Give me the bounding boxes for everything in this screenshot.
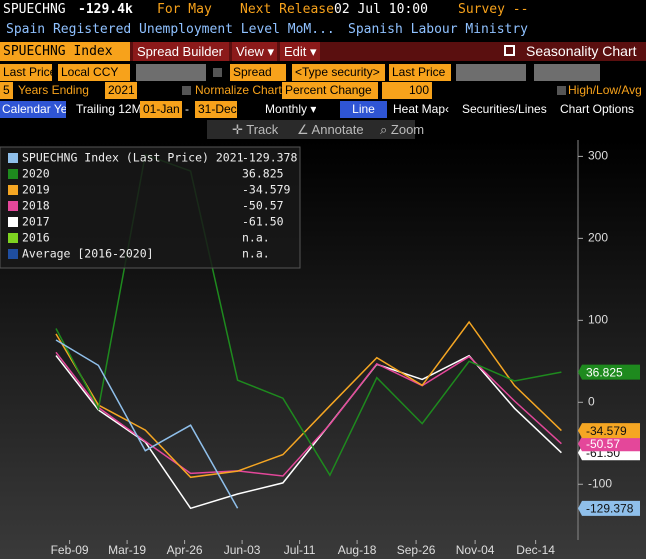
y-tick-label: 200 [588, 231, 608, 245]
y-tick-label: 300 [588, 149, 608, 163]
x-tick-label: Sep-26 [397, 543, 436, 557]
spread-builder[interactable]: Spread Builder [133, 42, 229, 61]
normalize-mode[interactable]: Percent Change [282, 82, 378, 99]
end-date[interactable]: 31-Dec [195, 101, 237, 118]
legend-swatch [8, 201, 18, 211]
field[interactable]: Last Price [0, 64, 52, 81]
edit-menu[interactable]: Edit ▾ [280, 42, 320, 61]
tool-bar [207, 120, 415, 139]
y-tick-label: -100 [588, 476, 612, 490]
source: Spanish Labour Ministry [348, 22, 529, 37]
x-tick-label: Feb-09 [51, 543, 89, 557]
legend-value: -61.50 [242, 215, 284, 229]
legend: SPUECHNG Index (Last Price) 2021-129.378… [0, 146, 301, 269]
legend-swatch [8, 217, 18, 227]
legend-value: 36.825 [242, 167, 284, 181]
view-menu[interactable]: View ▾ [232, 42, 277, 61]
value-flag-label: -50.57 [586, 437, 620, 451]
frequency[interactable]: Monthly ▾ [265, 102, 317, 116]
currency[interactable]: Local CCY [58, 64, 130, 81]
description: Spain Registered Unemployment Level MoM.… [6, 22, 335, 37]
end-year[interactable]: 2021 [105, 82, 137, 99]
ticker: SPUECHNG [3, 2, 66, 17]
dash: - [185, 102, 189, 116]
security-field[interactable]: SPUECHNG Index [0, 42, 130, 61]
legend-label: 2018 [22, 199, 50, 213]
spread[interactable]: Spread [230, 64, 286, 81]
series-line [55, 339, 239, 509]
last-value: -129.4k [78, 2, 133, 17]
y-tick-label: 100 [588, 312, 608, 326]
security-input[interactable]: <Type security> [292, 64, 385, 81]
x-tick-label: Dec-14 [516, 543, 555, 557]
empty-field[interactable] [456, 64, 526, 81]
y-tick-label: 0 [588, 394, 595, 408]
normalize-label: Normalize Chart [195, 83, 282, 97]
years-label: Years Ending [18, 83, 89, 97]
value-flag-label: 36.825 [586, 365, 623, 379]
normalize-base[interactable]: 100 [382, 82, 432, 99]
legend-box [0, 146, 301, 269]
value-flag [578, 364, 640, 380]
legend-label: 2016 [22, 231, 50, 245]
x-tick-label: Jun-03 [224, 543, 261, 557]
years[interactable]: 5 [0, 82, 13, 99]
legend-label: 2019 [22, 183, 50, 197]
legend-swatch [8, 185, 18, 195]
value-flag-label: -129.378 [586, 502, 634, 516]
high-low-avg: High/Low/Avg [568, 83, 642, 97]
legend-swatch [8, 233, 18, 243]
x-tick-label: Nov-04 [456, 543, 495, 557]
chart: -100 0 100 200 300 Feb-09 Mar-19 Apr-26 Jun-03 Ju… [0, 140, 646, 559]
start-date[interactable]: 01-Jan [140, 101, 182, 118]
x-tick-label: Jul-11 [284, 543, 316, 557]
chart-options[interactable]: Chart Options [560, 102, 635, 116]
legend-swatch [8, 153, 18, 163]
survey: Survey -- [458, 2, 529, 17]
legend-value: n.a. [242, 231, 270, 245]
function-title: Seasonality Chart [526, 43, 637, 59]
legend-value: -129.378 [242, 151, 297, 165]
securities[interactable]: Securities/Lines [462, 102, 547, 116]
annotate[interactable]: ∠ Annotate [297, 122, 364, 137]
next-release: 02 Jul 10:00 [334, 2, 428, 17]
legend-label: 2017 [22, 215, 50, 229]
value-flag [578, 500, 640, 516]
legend-value: -50.57 [242, 199, 284, 213]
trailing[interactable]: Trailing 12M [76, 102, 142, 116]
next-release-label: Next Release [240, 2, 334, 17]
legend-value: n.a. [242, 247, 270, 261]
checkbox[interactable] [182, 86, 191, 95]
calendar-year[interactable]: Calendar Year [0, 101, 66, 118]
checkbox[interactable] [557, 86, 566, 95]
x-tick-label: Aug-18 [338, 543, 377, 557]
x-tick-label: Mar-19 [108, 543, 146, 557]
field[interactable]: Last Price [389, 64, 451, 81]
legend-label: 2020 [22, 167, 50, 181]
legend-label: Average [2016-2020] [22, 247, 154, 261]
empty-field[interactable] [534, 64, 600, 81]
line-mode[interactable]: Line [340, 101, 387, 118]
value-flag-label: -34.579 [586, 424, 627, 438]
heat-map[interactable]: Heat Map [393, 102, 446, 116]
series-line [55, 320, 562, 479]
empty-field[interactable] [136, 64, 206, 81]
legend-swatch [8, 169, 18, 179]
x-tick-label: Apr-26 [167, 543, 203, 557]
arrow[interactable]: ‹ [445, 102, 449, 116]
popout-icon[interactable] [504, 45, 515, 56]
zoom[interactable]: ⌕ Zoom [380, 122, 425, 137]
legend-label: SPUECHNG Index (Last Price) 2021 [22, 151, 244, 165]
value-flag [578, 423, 640, 439]
legend-swatch [8, 249, 18, 259]
checkbox[interactable] [213, 68, 222, 77]
period: For May [157, 2, 212, 17]
value-flag [578, 436, 640, 452]
legend-value: -34.579 [242, 183, 291, 197]
track[interactable]: ✛ Track [232, 122, 279, 137]
